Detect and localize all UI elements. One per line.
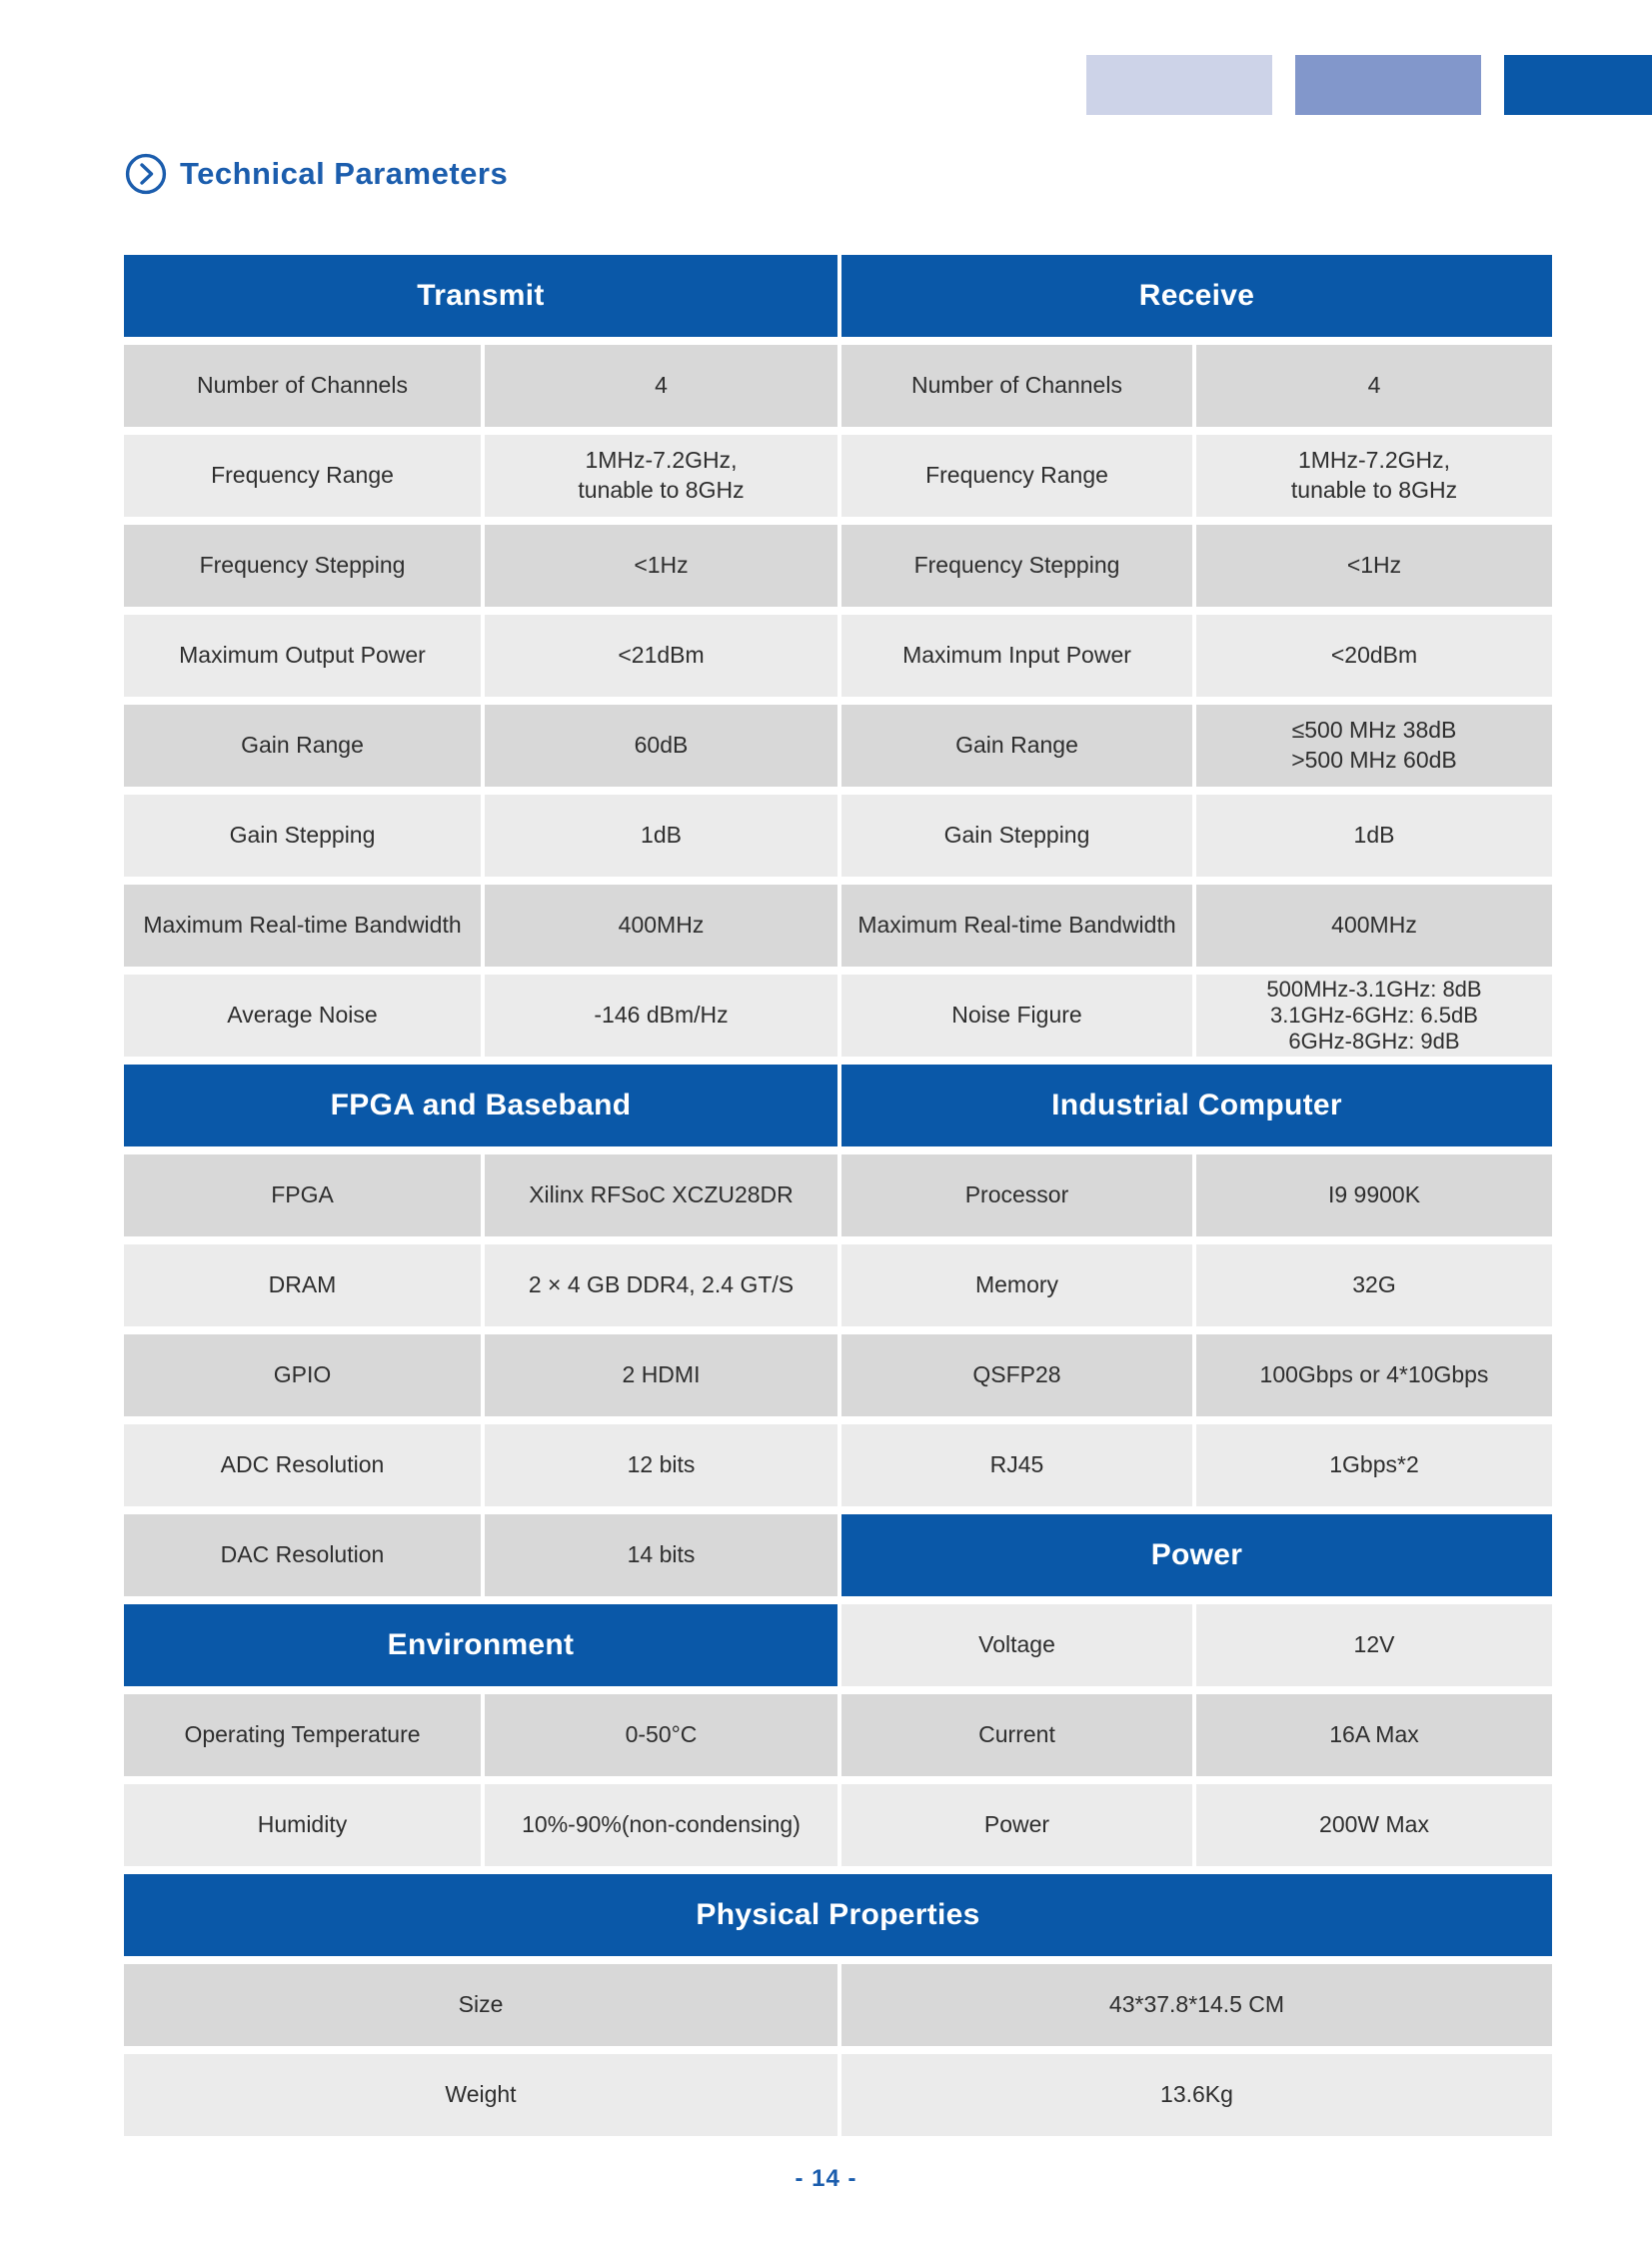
spec-value: <1Hz xyxy=(1196,525,1552,607)
spec-label: Size xyxy=(124,1964,837,2046)
spec-value: 13.6Kg xyxy=(841,2054,1552,2136)
spec-label: Humidity xyxy=(124,1784,481,1866)
spec-label: QSFP28 xyxy=(841,1334,1192,1416)
spec-value: I9 9900K xyxy=(1196,1154,1552,1236)
section-title-row: Technical Parameters xyxy=(124,152,508,196)
spec-tables: Transmit Receive Number of Channels 4 Nu… xyxy=(124,255,1552,2136)
spec-label: Operating Temperature xyxy=(124,1694,481,1776)
page-title: Technical Parameters xyxy=(180,156,509,191)
spec-value: 4 xyxy=(485,345,837,427)
spec-value: 14 bits xyxy=(485,1514,837,1596)
industrial-computer-header: Industrial Computer xyxy=(841,1065,1552,1146)
spec-value: 1dB xyxy=(485,795,837,877)
environment-header: Environment xyxy=(124,1604,837,1686)
spec-value: 43*37.8*14.5 CM xyxy=(841,1964,1552,2046)
spec-value: 1Gbps*2 xyxy=(1196,1424,1552,1506)
spec-label: Gain Stepping xyxy=(124,795,481,877)
spec-label: Memory xyxy=(841,1244,1192,1326)
spec-label: FPGA xyxy=(124,1154,481,1236)
spec-value: 4 xyxy=(1196,345,1552,427)
spec-value: 200W Max xyxy=(1196,1784,1552,1866)
spec-label: Noise Figure xyxy=(841,975,1192,1057)
spec-label: Frequency Range xyxy=(124,435,481,517)
spec-label: Processor xyxy=(841,1154,1192,1236)
spec-value: <21dBm xyxy=(485,615,837,697)
fpga-header: FPGA and Baseband xyxy=(124,1065,837,1146)
spec-label: RJ45 xyxy=(841,1424,1192,1506)
spec-value: <20dBm xyxy=(1196,615,1552,697)
decor-square-dark xyxy=(1504,55,1652,115)
spec-label: ADC Resolution xyxy=(124,1424,481,1506)
spec-label: Current xyxy=(841,1694,1192,1776)
spec-value: 2 HDMI xyxy=(485,1334,837,1416)
spec-label: Weight xyxy=(124,2054,837,2136)
spec-label: Gain Range xyxy=(841,705,1192,787)
spec-value: 1MHz-7.2GHz, tunable to 8GHz xyxy=(1196,435,1552,517)
spec-label: Voltage xyxy=(841,1604,1192,1686)
page-number: - 14 - xyxy=(795,2165,857,2192)
spec-value: 12V xyxy=(1196,1604,1552,1686)
decor-square-medium xyxy=(1295,55,1481,115)
spec-value: 2 × 4 GB DDR4, 2.4 GT/S xyxy=(485,1244,837,1326)
spec-value: 0-50°C xyxy=(485,1694,837,1776)
spec-value: 500MHz-3.1GHz: 8dB 3.1GHz-6GHz: 6.5dB 6G… xyxy=(1196,975,1552,1057)
spec-label: Frequency Stepping xyxy=(841,525,1192,607)
physical-properties-header: Physical Properties xyxy=(124,1874,1552,1956)
spec-value: 10%-90%(non-condensing) xyxy=(485,1784,837,1866)
spec-label: Maximum Input Power xyxy=(841,615,1192,697)
spec-label: Frequency Stepping xyxy=(124,525,481,607)
spec-label: GPIO xyxy=(124,1334,481,1416)
spec-label: Number of Channels xyxy=(124,345,481,427)
chevron-circle-icon xyxy=(125,153,167,195)
spec-label: Number of Channels xyxy=(841,345,1192,427)
spec-value: 400MHz xyxy=(1196,885,1552,967)
spec-label: Maximum Real-time Bandwidth xyxy=(841,885,1192,967)
spec-value: 16A Max xyxy=(1196,1694,1552,1776)
spec-value: 1dB xyxy=(1196,795,1552,877)
spec-label: DRAM xyxy=(124,1244,481,1326)
spec-label: DAC Resolution xyxy=(124,1514,481,1596)
spec-label: Maximum Output Power xyxy=(124,615,481,697)
spec-value: 100Gbps or 4*10Gbps xyxy=(1196,1334,1552,1416)
spec-value: 400MHz xyxy=(485,885,837,967)
power-header: Power xyxy=(841,1514,1552,1596)
spec-label: Gain Stepping xyxy=(841,795,1192,877)
spec-value: <1Hz xyxy=(485,525,837,607)
spec-value: Xilinx RFSoC XCZU28DR xyxy=(485,1154,837,1236)
spec-value: 1MHz-7.2GHz, tunable to 8GHz xyxy=(485,435,837,517)
spec-value: 12 bits xyxy=(485,1424,837,1506)
spec-label: Frequency Range xyxy=(841,435,1192,517)
spec-value: ≤500 MHz 38dB >500 MHz 60dB xyxy=(1196,705,1552,787)
spec-value: -146 dBm/Hz xyxy=(485,975,837,1057)
spec-label: Maximum Real-time Bandwidth xyxy=(124,885,481,967)
receive-header: Receive xyxy=(841,255,1552,337)
spec-value: 32G xyxy=(1196,1244,1552,1326)
spec-label: Power xyxy=(841,1784,1192,1866)
spec-label: Gain Range xyxy=(124,705,481,787)
transmit-header: Transmit xyxy=(124,255,837,337)
decor-square-light xyxy=(1086,55,1272,115)
spec-value: 60dB xyxy=(485,705,837,787)
spec-label: Average Noise xyxy=(124,975,481,1057)
